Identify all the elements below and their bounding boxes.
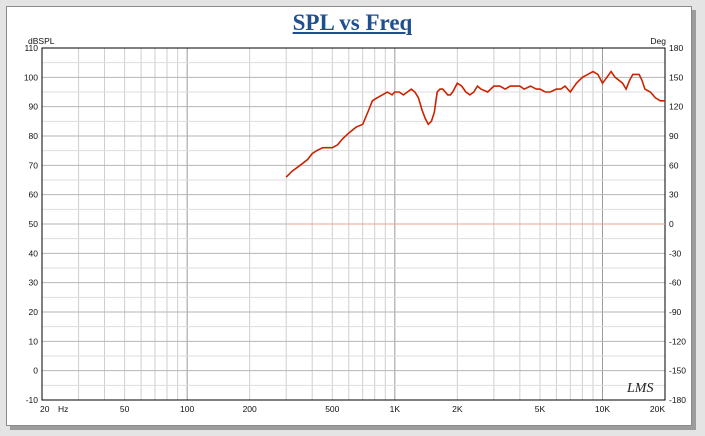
x-tick-label: 1K bbox=[390, 404, 401, 414]
y-left-tick-label: 70 bbox=[29, 160, 39, 170]
y-right-tick-label: -150 bbox=[669, 366, 686, 376]
x-tick-label: 20 bbox=[40, 404, 50, 414]
y-left-tick-label: 110 bbox=[24, 43, 38, 53]
x-tick-label: 2K bbox=[452, 404, 463, 414]
y-left-tick-label: 40 bbox=[29, 248, 39, 258]
y-right-tick-label: 60 bbox=[669, 160, 679, 170]
y-right-tick-label: -30 bbox=[669, 248, 682, 258]
x-tick-label: 200 bbox=[243, 404, 257, 414]
y-right-tick-label: -90 bbox=[669, 307, 682, 317]
y-right-tick-label: 30 bbox=[669, 190, 679, 200]
y-left-tick-label: 0 bbox=[33, 366, 38, 376]
y-left-tick-label: -10 bbox=[26, 395, 39, 405]
x-tick-label: 10K bbox=[595, 404, 610, 414]
spl-curve bbox=[285, 70, 665, 178]
y-right-tick-label: 90 bbox=[669, 131, 679, 141]
x-tick-label: 50 bbox=[120, 404, 130, 414]
x-tick-label: 20K bbox=[650, 404, 665, 414]
y-left-tick-label: 100 bbox=[24, 72, 38, 82]
chart-title: SPL vs Freq bbox=[292, 10, 413, 35]
y-left-tick-label: 80 bbox=[29, 131, 39, 141]
x-tick-label: 5K bbox=[535, 404, 546, 414]
y-left-tick-label: 20 bbox=[29, 307, 39, 317]
y-left-tick-label: 50 bbox=[29, 219, 39, 229]
y-right-tick-label: 0 bbox=[669, 219, 674, 229]
y-right-tick-label: -180 bbox=[669, 395, 686, 405]
x-tick-label: 100 bbox=[180, 404, 194, 414]
x-axis-unit-label: Hz bbox=[58, 404, 68, 414]
y-right-tick-label: 150 bbox=[669, 72, 683, 82]
y-axis-right-label: Deg bbox=[650, 36, 666, 46]
y-right-tick-label: 120 bbox=[669, 102, 683, 112]
lms-logo: LMS bbox=[626, 381, 653, 396]
series-group bbox=[285, 70, 665, 225]
y-right-tick-label: -60 bbox=[669, 278, 682, 288]
y-axis-left-label: dBSPL bbox=[28, 36, 55, 46]
x-tick-label: 500 bbox=[325, 404, 339, 414]
y-left-tick-label: 10 bbox=[29, 336, 39, 346]
right-tick-labels: 180 150 120 90 60 30 0 -30 -60 -90 -120 -150 -180 bbox=[669, 43, 686, 405]
y-right-tick-label: 180 bbox=[669, 43, 683, 53]
x-tick-labels: 20 50 100 200 500 1K 2K 5K 10K 20K bbox=[40, 404, 665, 414]
y-left-tick-label: 30 bbox=[29, 278, 39, 288]
y-left-tick-label: 60 bbox=[29, 190, 39, 200]
y-right-tick-label: -120 bbox=[669, 336, 686, 346]
y-left-tick-label: 90 bbox=[29, 102, 39, 112]
